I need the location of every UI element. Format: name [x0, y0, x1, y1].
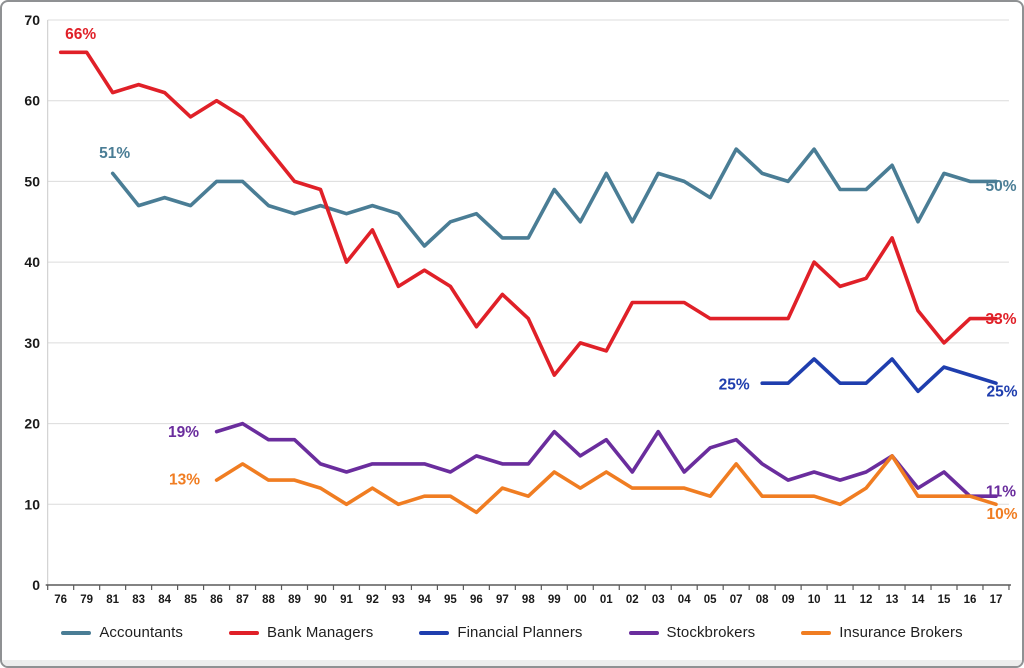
x-axis-label: 16 — [964, 594, 977, 606]
x-axis-label: 87 — [236, 594, 249, 606]
chart-legend: Accountants Bank Managers Financial Planne… — [2, 624, 1022, 641]
x-axis-label: 79 — [80, 594, 93, 606]
x-axis-label: 14 — [912, 594, 925, 606]
x-axis-label: 00 — [574, 594, 587, 606]
series-line-insurance-brokers — [214, 454, 998, 515]
y-axis-label: 40 — [24, 254, 40, 270]
x-axis-label: 85 — [184, 594, 197, 606]
x-axis-label: 81 — [106, 594, 119, 606]
series-line-accountants — [110, 147, 998, 248]
x-axis-label: 08 — [756, 594, 769, 606]
legend-label: Insurance Brokers — [839, 624, 963, 641]
annotation-financial-planners-start: 25% — [719, 377, 750, 394]
x-axis-label: 09 — [782, 594, 795, 606]
y-axis-label: 30 — [24, 335, 40, 351]
annotation-financial-planners-end: 25% — [986, 384, 1017, 401]
series-line-stockbrokers — [214, 421, 998, 499]
x-axis-label: 12 — [860, 594, 873, 606]
legend-swatch — [801, 630, 832, 635]
window-bottom-edge — [2, 660, 1022, 666]
y-axis-label: 50 — [24, 173, 40, 189]
x-axis-label: 91 — [340, 594, 353, 606]
x-axis-label: 13 — [886, 594, 899, 606]
x-axis-label: 84 — [158, 594, 171, 606]
series-line-bank-managers — [58, 50, 998, 377]
annotation-insurance-brokers-start: 13% — [169, 472, 200, 489]
legend-item-insurance-brokers: Insurance Brokers — [801, 624, 963, 641]
x-axis-label: 03 — [652, 594, 665, 606]
x-axis-label: 95 — [444, 594, 457, 606]
y-axis-label: 10 — [24, 496, 40, 512]
x-axis-label: 10 — [808, 594, 821, 606]
series-line-financial-planners — [760, 357, 998, 394]
annotation-insurance-brokers-end: 10% — [986, 506, 1017, 523]
x-axis-label: 86 — [210, 594, 223, 606]
x-axis-label: 02 — [626, 594, 639, 606]
x-axis-label: 76 — [54, 594, 67, 606]
annotation-accountants-end: 50% — [985, 178, 1016, 195]
x-axis-label: 17 — [990, 594, 1003, 606]
legend-label: Stockbrokers — [666, 624, 756, 641]
legend-label: Accountants — [99, 624, 183, 641]
legend-swatch — [628, 630, 659, 635]
legend-item-financial-planners: Financial Planners — [419, 624, 582, 641]
legend-item-stockbrokers: Stockbrokers — [628, 624, 756, 641]
x-axis-label: 93 — [392, 594, 405, 606]
annotation-stockbrokers-start: 19% — [168, 424, 199, 441]
x-axis-label: 88 — [262, 594, 275, 606]
x-axis-label: 07 — [730, 594, 743, 606]
x-axis-label: 97 — [496, 594, 509, 606]
x-axis-label: 96 — [470, 594, 483, 606]
x-axis-label: 05 — [704, 594, 717, 606]
legend-label: Financial Planners — [457, 624, 583, 641]
annotation-bank-managers-start: 66% — [65, 26, 96, 43]
legend-swatch — [61, 630, 92, 635]
legend-item-accountants: Accountants — [61, 624, 183, 641]
x-axis-label: 92 — [366, 594, 379, 606]
x-axis-label: 99 — [548, 594, 561, 606]
annotation-accountants-start: 51% — [99, 145, 130, 162]
x-axis-label: 15 — [938, 594, 951, 606]
y-axis-label: 70 — [24, 12, 40, 28]
legend-label: Bank Managers — [266, 624, 374, 641]
x-axis-label: 04 — [678, 594, 691, 606]
legend-swatch — [228, 630, 259, 635]
x-axis-label: 01 — [600, 594, 613, 606]
annotation-stockbrokers-end: 11% — [986, 484, 1016, 501]
y-axis-label: 20 — [24, 416, 40, 432]
x-axis-label: 94 — [418, 594, 431, 606]
y-axis-label: 60 — [24, 93, 40, 109]
legend-swatch — [419, 630, 450, 635]
x-axis-label: 90 — [314, 594, 327, 606]
legend-item-bank-managers: Bank Managers — [228, 624, 374, 641]
x-axis-label: 98 — [522, 594, 535, 606]
annotation-bank-managers-end: 33% — [985, 311, 1016, 328]
x-axis-label: 11 — [834, 594, 847, 606]
x-axis-label: 83 — [132, 594, 145, 606]
y-axis-label: 0 — [32, 577, 40, 593]
x-axis-label: 89 — [288, 594, 301, 606]
